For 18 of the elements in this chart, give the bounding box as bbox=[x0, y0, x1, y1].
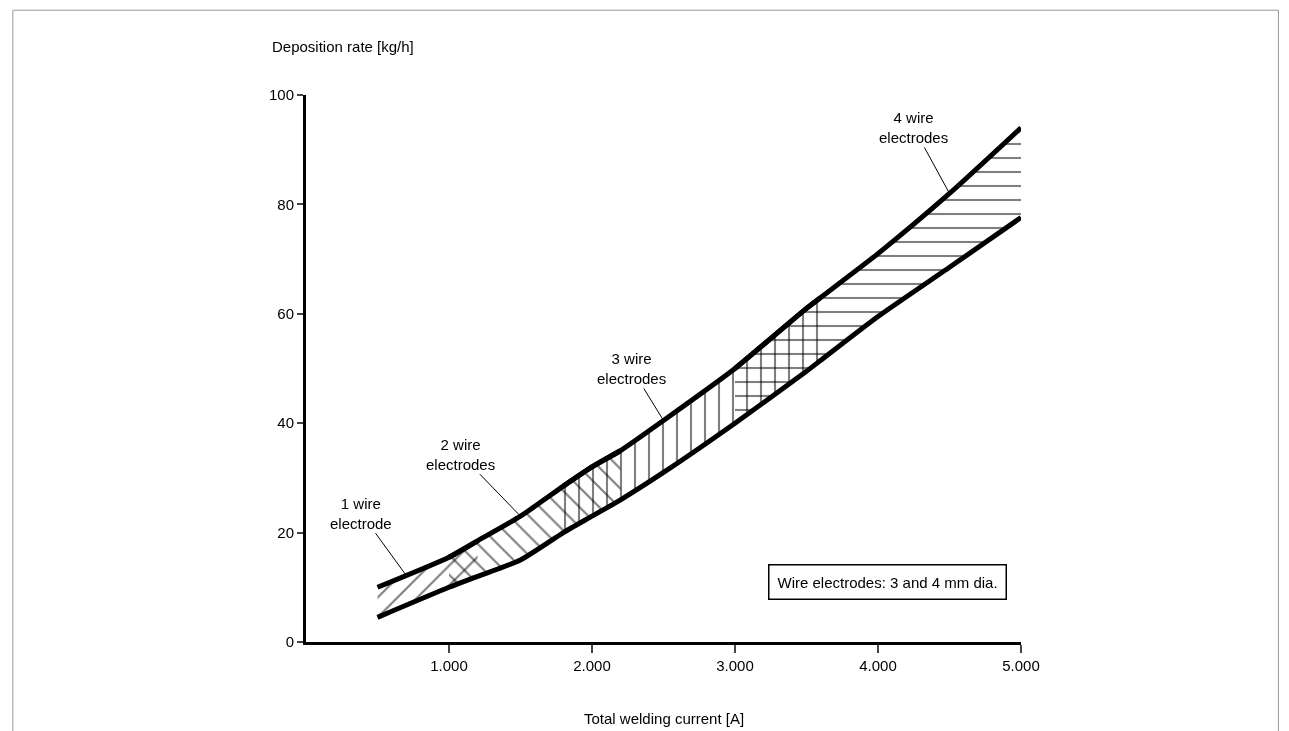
x-tick-label: 4.000 bbox=[859, 657, 897, 674]
y-axis-title: Deposition rate [kg/h] bbox=[272, 38, 414, 55]
annotation: 4 wire electrodes bbox=[879, 109, 949, 146]
x-tick-label: 5.000 bbox=[1002, 657, 1040, 674]
annotation: 3 wire electrodes bbox=[597, 350, 667, 387]
x-tick-label: 2.000 bbox=[573, 657, 611, 674]
x-tick-label: 3.000 bbox=[716, 657, 754, 674]
y-tick-label: 20 bbox=[277, 523, 294, 541]
annotation: 2 wire electrodes bbox=[426, 436, 496, 473]
x-axis-title: Total welding current [A] bbox=[584, 710, 745, 727]
y-tick-label: 0 bbox=[285, 633, 294, 651]
y-tick-label: 40 bbox=[277, 414, 294, 432]
annotation: 1 wire electrode bbox=[330, 495, 392, 532]
x-tick-label: 1.000 bbox=[430, 657, 468, 674]
y-tick-label: 80 bbox=[277, 195, 294, 213]
annotation: Wire electrodes: 3 and 4 mm dia. bbox=[777, 573, 998, 591]
y-tick-label: 60 bbox=[277, 305, 294, 323]
y-tick-label: 100 bbox=[268, 86, 294, 104]
